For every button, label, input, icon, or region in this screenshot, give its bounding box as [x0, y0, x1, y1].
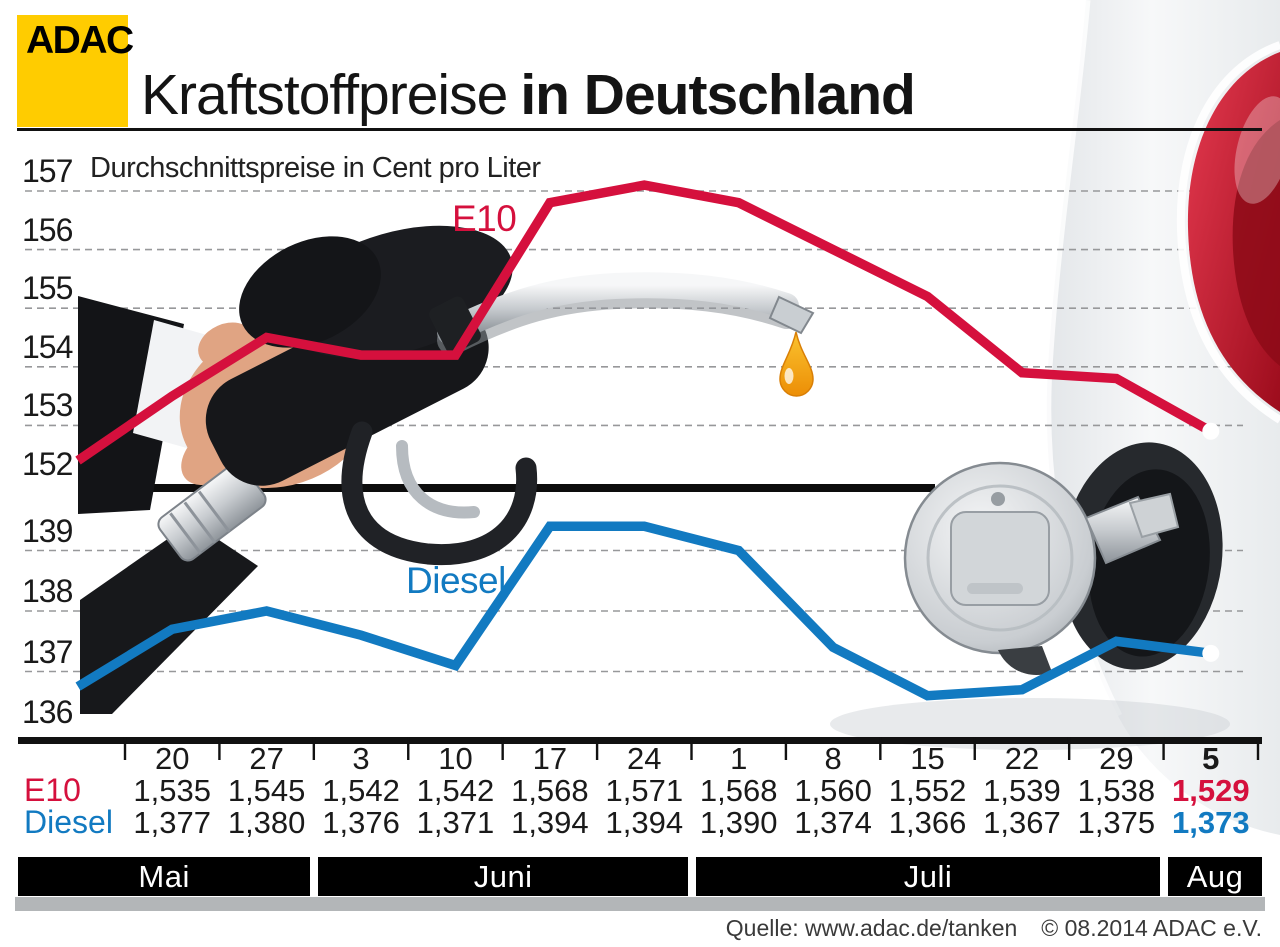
month-bar-juli: Juli: [696, 857, 1161, 896]
x-axis-label: 20: [154, 741, 190, 776]
page-title: Kraftstoffpreise in Deutschland: [141, 63, 916, 127]
table-cell: 1,535: [133, 773, 211, 808]
y-axis-label: 137: [22, 633, 73, 670]
x-axis-label: 8: [824, 741, 842, 776]
taillight: [1176, 41, 1280, 424]
x-axis-tick: [501, 737, 504, 760]
month-bar-juni: Juni: [318, 857, 688, 896]
table-cell: 1,529: [1171, 773, 1250, 808]
y-axis-label: 154: [22, 328, 73, 365]
x-axis-tick: [123, 737, 127, 760]
table-cell: 1,568: [511, 773, 589, 808]
series-label-e10: E10: [452, 198, 517, 239]
x-axis-tick: [879, 737, 882, 760]
table-cell: 1,539: [983, 773, 1061, 808]
fuel-droplet: [779, 331, 814, 397]
y-axis-label: 139: [22, 512, 73, 549]
x-axis-tick: [407, 737, 410, 760]
diesel-endpoint-dot: [1202, 644, 1220, 662]
footer: Quelle: www.adac.de/tanken © 08.2014 ADA…: [726, 915, 1262, 942]
series-layer: [75, 180, 1220, 701]
series-label-diesel: Diesel: [406, 560, 506, 601]
table-cell: 1,394: [605, 805, 684, 840]
x-axis-label: 1: [730, 741, 748, 776]
x-axis-label: 29: [1099, 741, 1134, 776]
x-axis-label: 27: [249, 741, 284, 776]
nozzle-spout: [437, 272, 799, 345]
table-row-label: Diesel: [24, 804, 113, 840]
table-cell: 1,552: [888, 773, 967, 808]
droplet-highlight: [784, 368, 794, 384]
table-cell: 1,374: [794, 805, 872, 840]
y-axis-label: 152: [22, 446, 73, 482]
table-cell: 1,375: [1077, 805, 1156, 840]
y-axis-label: 138: [22, 573, 73, 609]
x-axis-tick: [690, 737, 693, 760]
y-axis-label: 156: [22, 211, 73, 248]
axis-layer: [18, 737, 1262, 760]
table-cell: 1,377: [133, 805, 211, 840]
table-cell: 1,376: [322, 805, 400, 840]
trigger-guard: [341, 421, 538, 566]
table-cell: 1,371: [416, 805, 495, 840]
table-cell: 1,380: [227, 805, 306, 840]
e10-endpoint-dot: [1202, 422, 1220, 440]
adac-logo: ADAC: [17, 15, 134, 127]
title-underline: [17, 128, 1262, 131]
table-cell: 1,542: [322, 773, 400, 808]
table-cell: 1,367: [983, 805, 1061, 840]
x-axis-label: 22: [1004, 741, 1040, 776]
table-cell: 1,390: [699, 805, 778, 840]
chart-subtitle: Durchschnittspreise in Cent pro Liter: [90, 152, 541, 184]
x-axis-label: 24: [627, 741, 662, 776]
diesel-line: [75, 521, 1212, 701]
x-axis-tick: [784, 737, 788, 760]
nozzle-grip: [239, 236, 381, 348]
x-axis-tick: [595, 737, 599, 760]
table-cell: 1,545: [227, 773, 306, 808]
source-text: Quelle: www.adac.de/tanken: [725, 915, 1018, 941]
adac-logo-text: ADAC: [26, 19, 134, 62]
fuel-cap: [903, 461, 1180, 676]
x-axis-label: 10: [438, 741, 473, 776]
spout-tip: [768, 295, 815, 335]
y-axis-label: 155: [22, 270, 73, 307]
x-axis-label: 3: [352, 741, 370, 776]
x-axis-tick: [973, 737, 976, 760]
x-axis-tick: [218, 737, 221, 760]
copyright-text: © 08.2014 ADAC e.V.: [1041, 915, 1262, 941]
title-bold: in Deutschland: [520, 63, 916, 127]
x-axis-tick: [1067, 737, 1071, 760]
fuel-hose: [80, 522, 258, 714]
title-regular: Kraftstoffpreise: [141, 63, 508, 127]
e10-line: [75, 180, 1214, 465]
table-cell: 1,568: [699, 773, 778, 808]
table-row-label: E10: [24, 772, 81, 808]
x-axis-label: 15: [910, 741, 945, 776]
y-axis-label: 136: [22, 694, 73, 730]
y-axis-label: 157: [22, 153, 73, 189]
x-axis-line: [18, 737, 1262, 744]
x-axis-tick: [1256, 737, 1260, 760]
axis-break-band: [78, 484, 935, 492]
table-cell: 1,373: [1171, 805, 1250, 840]
trigger-lever: [396, 440, 480, 519]
table-cell: 1,538: [1077, 773, 1156, 808]
table-cell: 1,571: [605, 773, 684, 808]
hose-coupling: [157, 462, 267, 562]
month-bar-aug: Aug: [1168, 857, 1262, 896]
table-cell: 1,394: [511, 805, 589, 840]
table-cell: 1,560: [794, 773, 872, 808]
x-axis-tick: [1162, 737, 1165, 760]
y-axis-label: 153: [22, 387, 73, 424]
table-cell: 1,366: [888, 805, 967, 840]
month-bar-mai: Mai: [18, 857, 311, 896]
x-axis-tick: [312, 737, 316, 760]
table-cell: 1,542: [416, 773, 495, 808]
month-bar-shadow: [15, 897, 1265, 911]
x-axis-label: 17: [532, 741, 568, 776]
x-axis-label: 5: [1202, 741, 1220, 776]
